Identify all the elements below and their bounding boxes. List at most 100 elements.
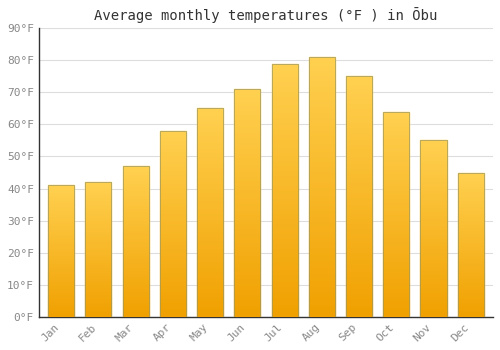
Bar	[383, 181, 409, 183]
Bar	[308, 109, 335, 112]
Bar	[383, 286, 409, 288]
Bar	[197, 265, 223, 267]
Bar	[86, 271, 112, 272]
Bar	[458, 200, 483, 201]
Bar	[234, 306, 260, 308]
Bar	[346, 230, 372, 233]
Bar	[86, 275, 112, 276]
Bar	[160, 315, 186, 317]
Bar	[86, 312, 112, 313]
Bar	[122, 234, 148, 236]
Bar	[420, 304, 446, 306]
Bar	[48, 281, 74, 282]
Bar	[272, 149, 297, 152]
Bar	[458, 217, 483, 219]
Bar	[383, 122, 409, 124]
Bar	[48, 188, 74, 189]
Bar	[48, 301, 74, 302]
Bar	[197, 256, 223, 258]
Bar	[420, 312, 446, 313]
Bar	[308, 60, 335, 62]
Bar	[346, 88, 372, 91]
Bar	[86, 204, 112, 205]
Bar	[272, 281, 297, 284]
Bar	[420, 190, 446, 191]
Bar	[308, 57, 335, 60]
Bar	[308, 195, 335, 197]
Bar	[86, 253, 112, 255]
Bar	[272, 238, 297, 241]
Bar	[234, 146, 260, 148]
Bar	[272, 314, 297, 317]
Bar	[458, 239, 483, 240]
Bar	[86, 258, 112, 259]
Bar	[383, 140, 409, 142]
Bar	[383, 114, 409, 116]
Bar	[48, 195, 74, 196]
Bar	[86, 229, 112, 231]
Bar	[272, 134, 297, 137]
Bar	[160, 237, 186, 239]
Bar	[234, 278, 260, 280]
Bar	[197, 204, 223, 206]
Bar	[234, 98, 260, 100]
Bar	[272, 170, 297, 173]
Bar	[308, 226, 335, 229]
Bar	[122, 181, 148, 183]
Bar	[272, 106, 297, 109]
Bar	[160, 198, 186, 199]
Bar	[308, 244, 335, 247]
Bar	[420, 294, 446, 296]
Bar	[383, 145, 409, 147]
Bar	[272, 261, 297, 264]
Bar	[234, 100, 260, 103]
Bar	[48, 221, 74, 222]
Bar	[272, 200, 297, 203]
Bar	[86, 183, 112, 185]
Bar	[86, 293, 112, 294]
Bar	[346, 240, 372, 242]
Bar	[160, 224, 186, 226]
Bar	[122, 311, 148, 312]
Bar	[458, 255, 483, 256]
Bar	[458, 264, 483, 265]
Bar	[197, 304, 223, 306]
Bar	[86, 283, 112, 285]
Bar	[420, 186, 446, 188]
Bar	[234, 191, 260, 194]
Bar	[234, 285, 260, 287]
Bar	[86, 282, 112, 283]
Bar	[420, 229, 446, 230]
Bar	[420, 266, 446, 267]
Bar	[308, 218, 335, 221]
Bar	[272, 256, 297, 259]
Bar	[86, 301, 112, 302]
Bar	[346, 254, 372, 257]
Bar	[160, 157, 186, 159]
Bar	[86, 206, 112, 208]
Bar	[458, 175, 483, 177]
Bar	[122, 297, 148, 299]
Bar	[122, 229, 148, 231]
Bar	[308, 114, 335, 117]
Bar	[122, 282, 148, 284]
Bar	[197, 306, 223, 308]
Bar	[86, 298, 112, 299]
Bar	[86, 196, 112, 197]
Bar	[48, 197, 74, 198]
Bar	[458, 230, 483, 232]
Bar	[197, 121, 223, 123]
Bar	[383, 300, 409, 302]
Bar	[308, 291, 335, 293]
Bar	[458, 178, 483, 180]
Bar	[420, 313, 446, 315]
Bar	[197, 219, 223, 221]
Bar	[383, 161, 409, 163]
Bar	[458, 206, 483, 207]
Bar	[160, 226, 186, 228]
Bar	[160, 131, 186, 133]
Bar	[48, 230, 74, 231]
Bar	[308, 241, 335, 244]
Bar	[383, 243, 409, 245]
Bar	[197, 288, 223, 290]
